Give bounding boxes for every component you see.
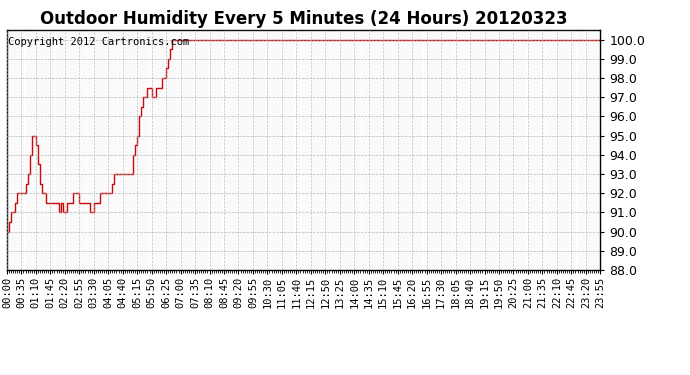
Title: Outdoor Humidity Every 5 Minutes (24 Hours) 20120323: Outdoor Humidity Every 5 Minutes (24 Hou… [40,10,567,28]
Text: Copyright 2012 Cartronics.com: Copyright 2012 Cartronics.com [8,37,189,47]
